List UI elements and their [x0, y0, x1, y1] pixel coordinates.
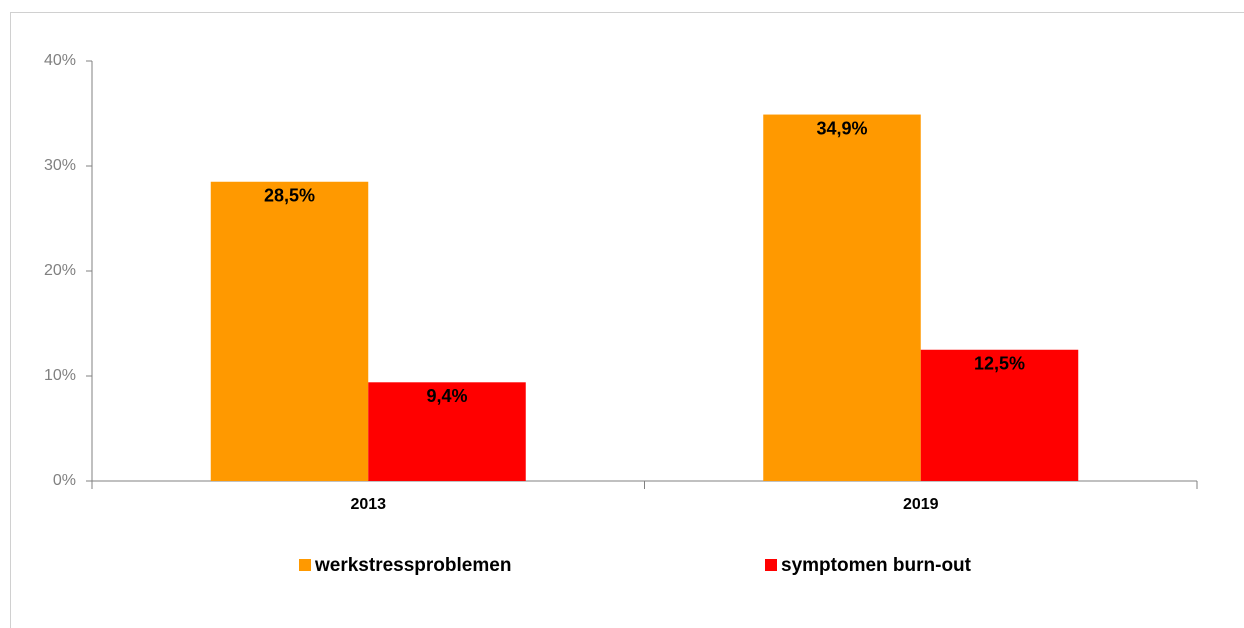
y-tick-label: 20% [44, 262, 76, 279]
chart-border [10, 12, 1244, 628]
legend-swatch [299, 559, 311, 571]
y-tick-label: 40% [44, 52, 76, 69]
x-tick-label: 2013 [350, 496, 386, 513]
bar [920, 349, 1079, 481]
y-tick-label: 10% [44, 367, 76, 384]
data-label: 28,5% [264, 186, 315, 206]
bar [368, 382, 526, 481]
legend-swatch [765, 559, 777, 571]
legend-label: werkstressproblemen [314, 555, 511, 576]
bar [763, 114, 921, 482]
data-label: 12,5% [974, 354, 1025, 374]
y-tick-label: 0% [53, 472, 76, 489]
data-label: 9,4% [426, 386, 467, 406]
x-tick-label: 2019 [903, 496, 939, 513]
bar [210, 181, 369, 481]
data-label: 34,9% [816, 118, 867, 138]
y-tick-label: 30% [44, 157, 76, 174]
legend-label: symptomen burn-out [781, 555, 972, 576]
